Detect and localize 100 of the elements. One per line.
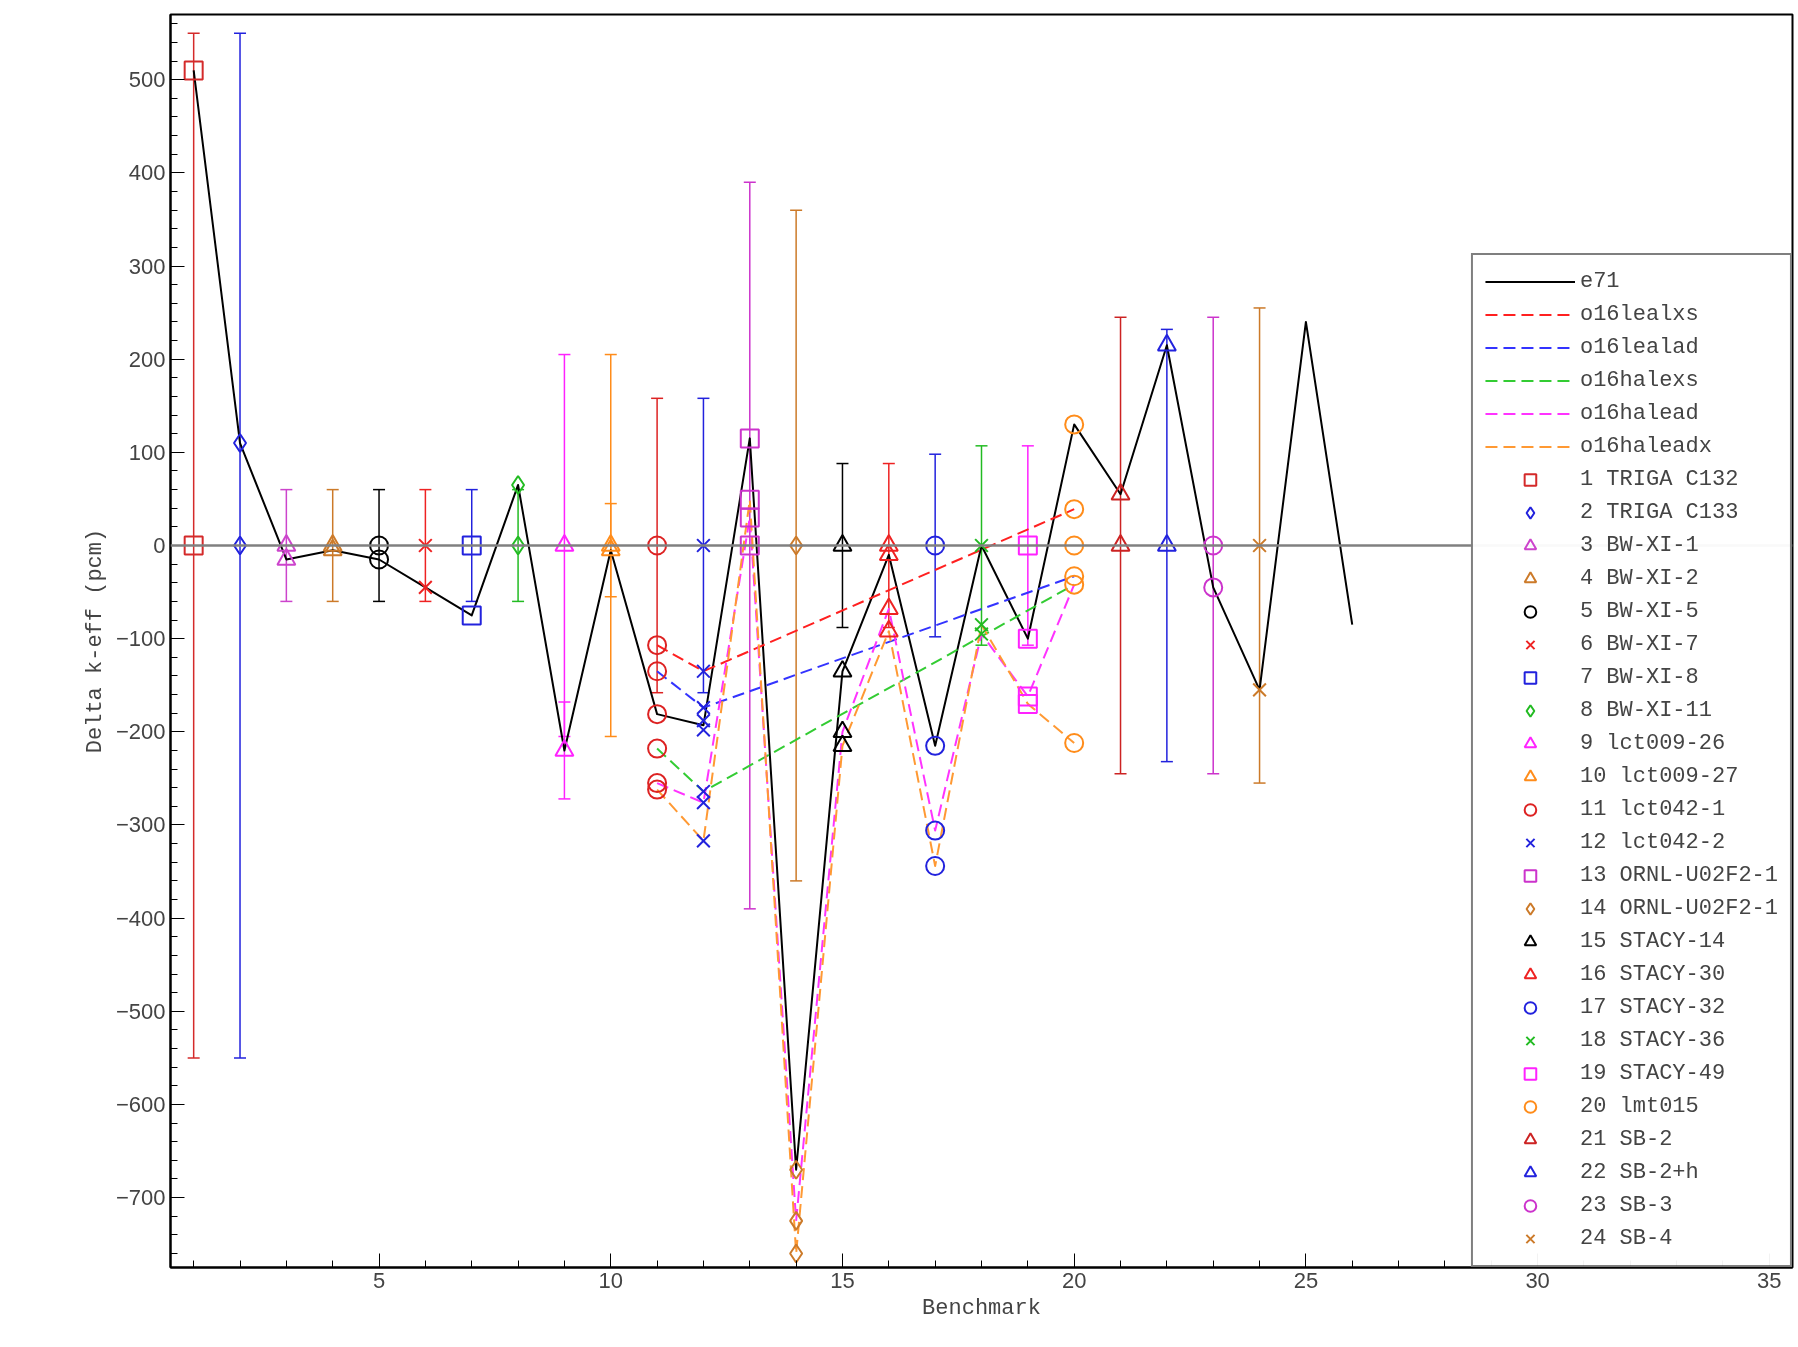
point <box>1017 693 1038 714</box>
point <box>974 626 989 642</box>
point <box>183 60 204 81</box>
point <box>925 735 946 756</box>
x-tick-label: 25 <box>1293 1267 1319 1293</box>
y-tick-label: 100 <box>128 439 166 465</box>
legend-label: e71 <box>1579 268 1620 296</box>
legend-label: 10 lct009-27 <box>1579 763 1739 791</box>
point <box>1064 499 1085 520</box>
point <box>1017 628 1038 649</box>
y-tick-label: −300 <box>115 812 166 838</box>
point <box>461 535 482 556</box>
point <box>739 535 760 556</box>
x-axis-title: Benchmark <box>922 1295 1041 1321</box>
point <box>696 784 711 799</box>
legend-label: o16lealxs <box>1579 301 1699 329</box>
point <box>696 833 711 849</box>
point <box>183 535 204 556</box>
point <box>696 722 711 738</box>
y-tick-label: −100 <box>115 626 166 652</box>
point <box>461 605 482 626</box>
point <box>647 773 668 794</box>
legend-label: 7 BW-XI-8 <box>1579 664 1699 692</box>
point <box>925 535 946 556</box>
point <box>1252 682 1267 698</box>
legend-label: 1 TRIGA C132 <box>1579 466 1739 494</box>
legend-label: 21 SB-2 <box>1579 1126 1673 1154</box>
point <box>739 489 760 510</box>
y-tick-label: −600 <box>115 1091 166 1117</box>
y-tick-label: 300 <box>128 253 166 279</box>
point <box>739 428 760 449</box>
legend-label: 16 STACY-30 <box>1579 961 1726 989</box>
point <box>511 535 526 556</box>
y-tick-label: 200 <box>128 346 166 372</box>
legend-label: 23 SB-3 <box>1579 1192 1673 1220</box>
point <box>696 795 711 810</box>
x-tick-label: 5 <box>372 1267 386 1293</box>
point <box>974 617 989 633</box>
legend-label: 8 BW-XI-11 <box>1579 697 1712 725</box>
point <box>369 549 390 570</box>
legend-label: 9 lct009-26 <box>1579 730 1726 758</box>
legend-label: 19 STACY-49 <box>1579 1060 1726 1088</box>
legend-label: 20 lmt015 <box>1579 1093 1699 1121</box>
point <box>1064 535 1085 556</box>
legend-label: 17 STACY-32 <box>1579 994 1726 1022</box>
point <box>789 535 804 556</box>
legend-label: o16lealad <box>1579 334 1699 362</box>
y-tick-label: −700 <box>115 1185 166 1211</box>
legend-label: 24 SB-4 <box>1579 1225 1673 1253</box>
x-tick-label: 35 <box>1757 1267 1782 1293</box>
point <box>1017 686 1038 707</box>
point <box>696 713 711 729</box>
legend-label: 6 BW-XI-7 <box>1579 631 1699 659</box>
legend-label: o16halead <box>1579 400 1699 428</box>
legend-label: 3 BW-XI-1 <box>1579 532 1699 560</box>
point <box>647 661 668 682</box>
point <box>1017 535 1038 556</box>
point <box>233 433 248 454</box>
x-tick-label: 30 <box>1525 1267 1550 1293</box>
point <box>925 820 946 841</box>
point <box>647 635 668 656</box>
legend-label: o16haleadx <box>1579 433 1712 461</box>
legend-label: 22 SB-2+h <box>1579 1159 1699 1187</box>
legend-label: 15 STACY-14 <box>1579 928 1726 956</box>
legend-label: 18 STACY-36 <box>1579 1027 1726 1055</box>
point <box>1064 574 1085 595</box>
point <box>647 704 668 725</box>
x-tick-label: 10 <box>598 1267 624 1293</box>
legend-label: 13 ORNL-U02F2-1 <box>1579 862 1778 890</box>
point <box>647 738 668 759</box>
y-tick-label: 500 <box>128 67 166 93</box>
point <box>1203 577 1224 598</box>
y-tick-label: −200 <box>115 719 166 745</box>
point <box>1064 414 1085 435</box>
point <box>233 535 248 556</box>
y-tick-label: −500 <box>115 998 166 1024</box>
legend-label: 2 TRIGA C133 <box>1579 499 1739 527</box>
point <box>789 1210 804 1231</box>
point <box>696 538 711 553</box>
legend-label: 5 BW-XI-5 <box>1579 598 1699 626</box>
y-tick-label: −400 <box>115 905 166 931</box>
y-tick-label: 400 <box>128 160 166 186</box>
point <box>789 1159 804 1180</box>
point <box>647 779 668 800</box>
point <box>418 538 433 553</box>
point <box>1203 535 1224 556</box>
legend-label: 12 lct042-2 <box>1579 829 1726 857</box>
x-tick-label: 15 <box>830 1267 855 1293</box>
point <box>925 856 946 876</box>
point <box>1064 733 1085 753</box>
point <box>789 1243 804 1264</box>
legend-label: 14 ORNL-U02F2-1 <box>1579 895 1778 923</box>
legend-label: 11 lct042-1 <box>1579 796 1726 824</box>
legend-label: o16halexs <box>1579 367 1699 395</box>
legend-label: 4 BW-XI-2 <box>1579 565 1699 593</box>
point <box>647 535 668 556</box>
point <box>739 507 760 528</box>
y-axis-title: Delta k-eff (pcm) <box>82 528 108 754</box>
point <box>696 700 711 715</box>
x-tick-label: 20 <box>1061 1267 1087 1293</box>
